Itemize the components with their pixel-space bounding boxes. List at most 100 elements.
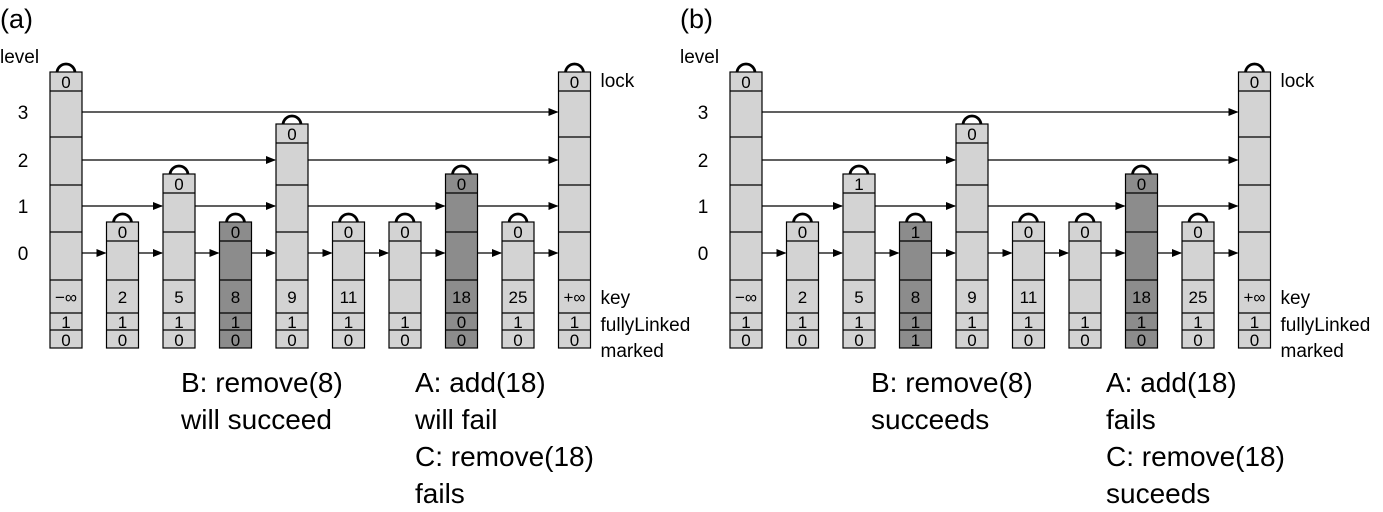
lock-value: 0 — [344, 223, 353, 242]
node-body — [275, 123, 309, 349]
lock-value: 0 — [967, 125, 976, 144]
lock-icon — [281, 114, 303, 126]
skiplist-node — [1068, 212, 1102, 349]
fully-linked-value: 1 — [400, 313, 409, 332]
skiplist-node — [49, 62, 83, 349]
level-label: 2 — [18, 151, 29, 172]
caption-line: C: remove(18) — [1106, 441, 1285, 472]
node-body — [557, 71, 592, 349]
lock-icon — [1244, 62, 1265, 74]
level-label: 3 — [18, 103, 29, 124]
skiplist-node — [388, 212, 422, 349]
lock-icon — [905, 212, 926, 224]
lock-value: 0 — [1024, 223, 1033, 242]
skiplist-node — [501, 212, 535, 349]
marked-value: 0 — [967, 331, 976, 350]
level-label: 1 — [698, 197, 709, 218]
skiplist-node — [1124, 164, 1159, 349]
skiplist-node — [557, 62, 592, 349]
lock-label: lock — [601, 71, 635, 92]
lock-value: 1 — [854, 175, 863, 194]
marked-value: 0 — [1137, 331, 1146, 350]
fully-linked-value: 1 — [61, 313, 70, 332]
marked-value: 0 — [570, 331, 579, 350]
lock-value: 0 — [287, 125, 296, 144]
key-label: key — [1281, 288, 1311, 309]
fully-linked-value: 1 — [1080, 313, 1089, 332]
lock-value: 0 — [1137, 175, 1146, 194]
fully-linked-value: 0 — [457, 313, 466, 332]
fully-linked-value: 1 — [513, 313, 522, 332]
lock-value: 0 — [513, 223, 522, 242]
node-body — [1011, 221, 1046, 349]
lock-value: 1 — [911, 223, 920, 242]
fully-linked-value: 1 — [1250, 313, 1259, 332]
fully-linked-value: 1 — [911, 313, 920, 332]
skiplist-node — [898, 212, 933, 349]
level-label: 1 — [18, 197, 29, 218]
lock-value: 0 — [1080, 223, 1089, 242]
level-title: level — [680, 47, 719, 68]
fully-linked-value: 1 — [798, 313, 807, 332]
key-value: 5 — [854, 288, 863, 307]
key-value: +∞ — [1243, 288, 1265, 307]
marked-label: marked — [1281, 341, 1344, 362]
fully-linked-value: 1 — [1193, 313, 1202, 332]
panel-b-caption-right: A: add(18) fails C: remove(18) suceeds — [1106, 364, 1285, 512]
level-label: 0 — [18, 244, 29, 265]
node-body — [1181, 221, 1215, 349]
marked-value: 0 — [741, 331, 750, 350]
level-title: level — [0, 47, 39, 68]
marked-value: 0 — [1250, 331, 1259, 350]
skiplist-node — [275, 114, 309, 349]
marked-value: 0 — [457, 331, 466, 350]
key-value: 8 — [231, 288, 240, 307]
caption-line: fails — [415, 478, 465, 509]
node-body — [218, 221, 253, 349]
lock-value: 0 — [457, 175, 466, 194]
skiplist-node — [331, 212, 366, 349]
lock-icon — [961, 114, 983, 126]
lock-value: 0 — [231, 223, 240, 242]
node-body — [1237, 71, 1272, 349]
key-value: 11 — [1020, 288, 1038, 307]
fully-linked-value: 1 — [741, 313, 750, 332]
key-value: 18 — [452, 288, 471, 307]
panel-b — [729, 62, 1272, 349]
key-value: 9 — [967, 288, 976, 307]
key-value: −∞ — [735, 288, 757, 307]
key-value: 11 — [340, 288, 358, 307]
fully-linked-value: 1 — [231, 313, 240, 332]
lock-value: 0 — [1193, 223, 1202, 242]
level-label: 0 — [698, 244, 709, 265]
skiplist-node — [1237, 62, 1272, 349]
skiplist-node — [729, 62, 763, 349]
lock-icon — [55, 62, 77, 74]
lock-icon — [507, 212, 529, 224]
node-body — [105, 221, 140, 349]
key-value: 8 — [911, 288, 920, 307]
key-value: +∞ — [563, 288, 585, 307]
caption-line: succeeds — [871, 404, 990, 435]
key-value: 2 — [118, 288, 127, 307]
caption-line: will fail — [415, 404, 498, 435]
skiplist-node — [955, 114, 989, 349]
fully-linked-value: 1 — [174, 313, 183, 332]
lock-value: 0 — [118, 223, 127, 242]
marked-value: 0 — [231, 331, 240, 350]
fully-linked-value: 1 — [344, 313, 353, 332]
caption-line: suceeds — [1106, 478, 1211, 509]
panel-a — [49, 62, 592, 349]
node-body — [331, 221, 366, 349]
marked-value: 0 — [513, 331, 522, 350]
node-body — [388, 221, 422, 349]
lock-label: lock — [1281, 71, 1315, 92]
skiplist-node — [218, 212, 253, 349]
marked-value: 0 — [61, 331, 70, 350]
skiplist-node — [1011, 212, 1046, 349]
key-value: −∞ — [55, 288, 77, 307]
fully-linked-label: fullyLinked — [601, 315, 691, 336]
lock-value: 0 — [400, 223, 409, 242]
lock-value: 0 — [1250, 73, 1259, 92]
